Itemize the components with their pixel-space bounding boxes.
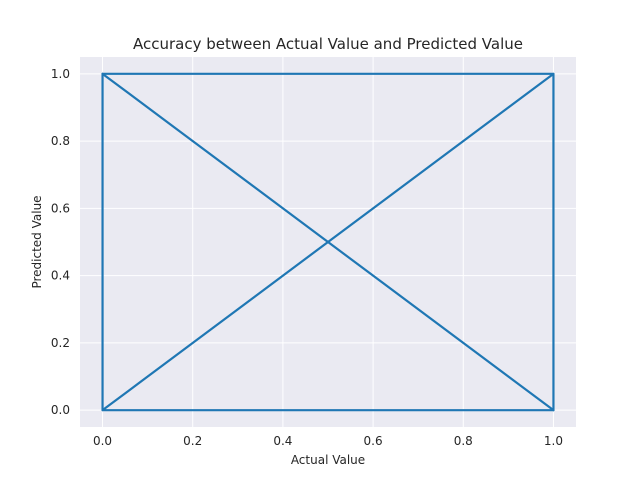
x-tick-label-3: 0.6 — [364, 434, 383, 448]
y-tick-label-4: 0.8 — [51, 134, 70, 148]
x-tick-label-1: 0.2 — [183, 434, 202, 448]
y-tick-label-5: 1.0 — [51, 67, 70, 81]
series-group — [101, 72, 555, 412]
y-tick-label-1: 0.2 — [51, 336, 70, 350]
series-line-1 — [101, 72, 555, 412]
y-axis-label: Predicted Value — [30, 195, 44, 288]
y-tick-label-3: 0.6 — [51, 201, 70, 215]
y-tick-label-2: 0.4 — [51, 269, 70, 283]
y-tick-label-0: 0.0 — [51, 403, 70, 417]
y-tick-labels: 0.0 0.2 0.4 0.6 0.8 1.0 — [51, 67, 70, 417]
x-tick-label-5: 1.0 — [544, 434, 563, 448]
x-tick-labels: 0.0 0.2 0.4 0.6 0.8 1.0 — [93, 434, 563, 448]
x-tick-label-2: 0.4 — [273, 434, 292, 448]
x-axis-label: Actual Value — [291, 453, 365, 467]
grid-lines — [80, 57, 576, 427]
chart-title: Accuracy between Actual Value and Predic… — [133, 35, 523, 53]
x-tick-label-4: 0.8 — [454, 434, 473, 448]
x-tick-label-0: 0.0 — [93, 434, 112, 448]
